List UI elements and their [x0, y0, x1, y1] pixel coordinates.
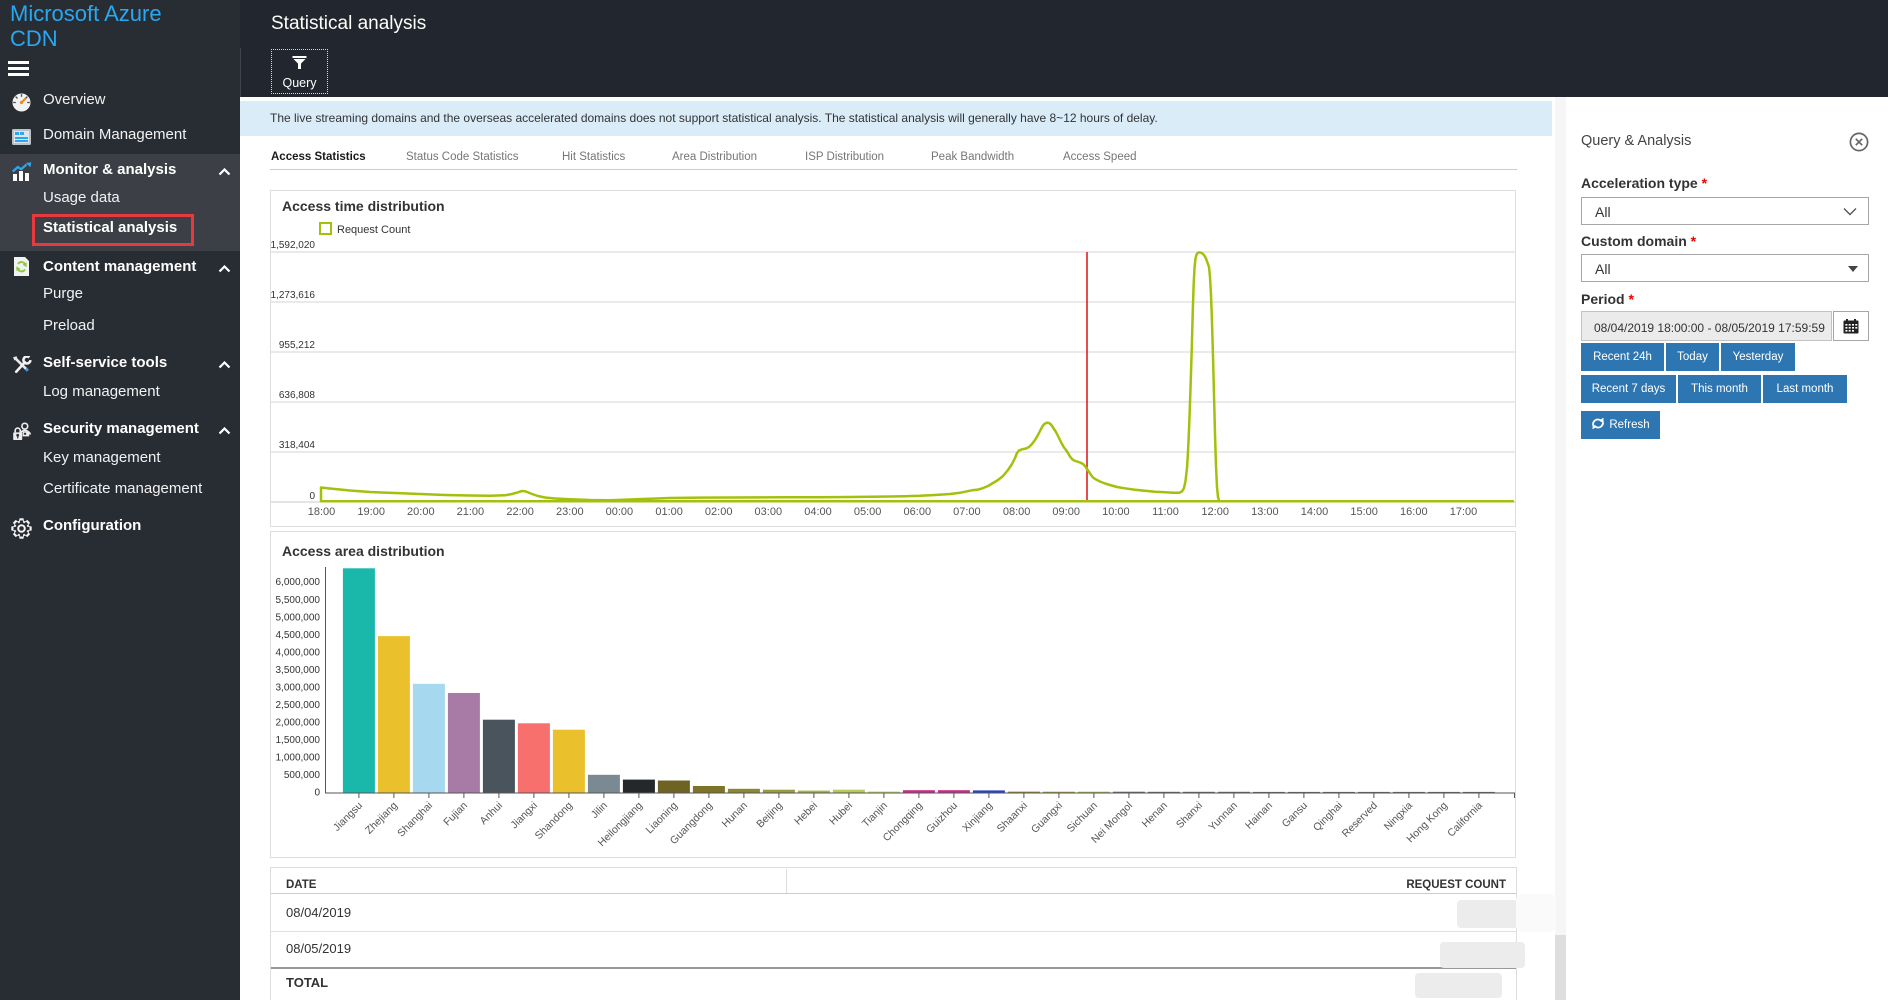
- svg-text:12:00: 12:00: [1201, 506, 1229, 518]
- svg-text:14:00: 14:00: [1301, 506, 1329, 518]
- svg-text:1,273,616: 1,273,616: [271, 290, 316, 301]
- svg-text:Access time distribution: Access time distribution: [282, 198, 445, 214]
- svg-text:3,500,000: 3,500,000: [276, 665, 321, 676]
- svg-text:1,000,000: 1,000,000: [276, 753, 321, 764]
- svg-text:15:00: 15:00: [1350, 506, 1378, 518]
- svg-text:19:00: 19:00: [357, 506, 385, 518]
- svg-text:1,500,000: 1,500,000: [276, 735, 321, 746]
- svg-text:3,000,000: 3,000,000: [276, 682, 321, 693]
- svg-text:01:00: 01:00: [655, 506, 683, 518]
- svg-text:636,808: 636,808: [279, 390, 316, 401]
- svg-text:21:00: 21:00: [457, 506, 485, 518]
- svg-text:22:00: 22:00: [506, 506, 534, 518]
- svg-text:Request Count: Request Count: [337, 224, 410, 236]
- svg-text:11:00: 11:00: [1152, 506, 1179, 518]
- svg-text:318,404: 318,404: [279, 440, 316, 451]
- svg-text:03:00: 03:00: [755, 506, 783, 518]
- svg-text:13:00: 13:00: [1251, 506, 1279, 518]
- svg-text:06:00: 06:00: [904, 506, 932, 518]
- svg-text:2,000,000: 2,000,000: [276, 718, 321, 729]
- svg-text:6,000,000: 6,000,000: [276, 577, 321, 588]
- svg-text:10:00: 10:00: [1102, 506, 1130, 518]
- svg-text:4,000,000: 4,000,000: [276, 647, 321, 658]
- svg-text:00:00: 00:00: [606, 506, 634, 518]
- svg-text:4,500,000: 4,500,000: [276, 630, 321, 641]
- svg-text:04:00: 04:00: [804, 506, 832, 518]
- svg-text:955,212: 955,212: [279, 340, 316, 351]
- svg-text:17:00: 17:00: [1450, 506, 1478, 518]
- svg-text:5,000,000: 5,000,000: [276, 612, 321, 623]
- svg-text:Access area distribution: Access area distribution: [282, 543, 445, 559]
- svg-text:18:00: 18:00: [308, 506, 336, 518]
- svg-text:20:00: 20:00: [407, 506, 435, 518]
- svg-text:2,500,000: 2,500,000: [276, 700, 321, 711]
- svg-text:5,500,000: 5,500,000: [276, 595, 321, 606]
- svg-text:1,592,020: 1,592,020: [271, 240, 316, 251]
- svg-text:05:00: 05:00: [854, 506, 882, 518]
- svg-text:0: 0: [314, 788, 320, 799]
- svg-text:07:00: 07:00: [953, 506, 981, 518]
- svg-text:09:00: 09:00: [1052, 506, 1080, 518]
- svg-text:23:00: 23:00: [556, 506, 584, 518]
- svg-text:08:00: 08:00: [1003, 506, 1031, 518]
- svg-text:16:00: 16:00: [1400, 506, 1428, 518]
- svg-text:02:00: 02:00: [705, 506, 733, 518]
- svg-text:0: 0: [309, 491, 315, 502]
- svg-text:500,000: 500,000: [284, 770, 321, 781]
